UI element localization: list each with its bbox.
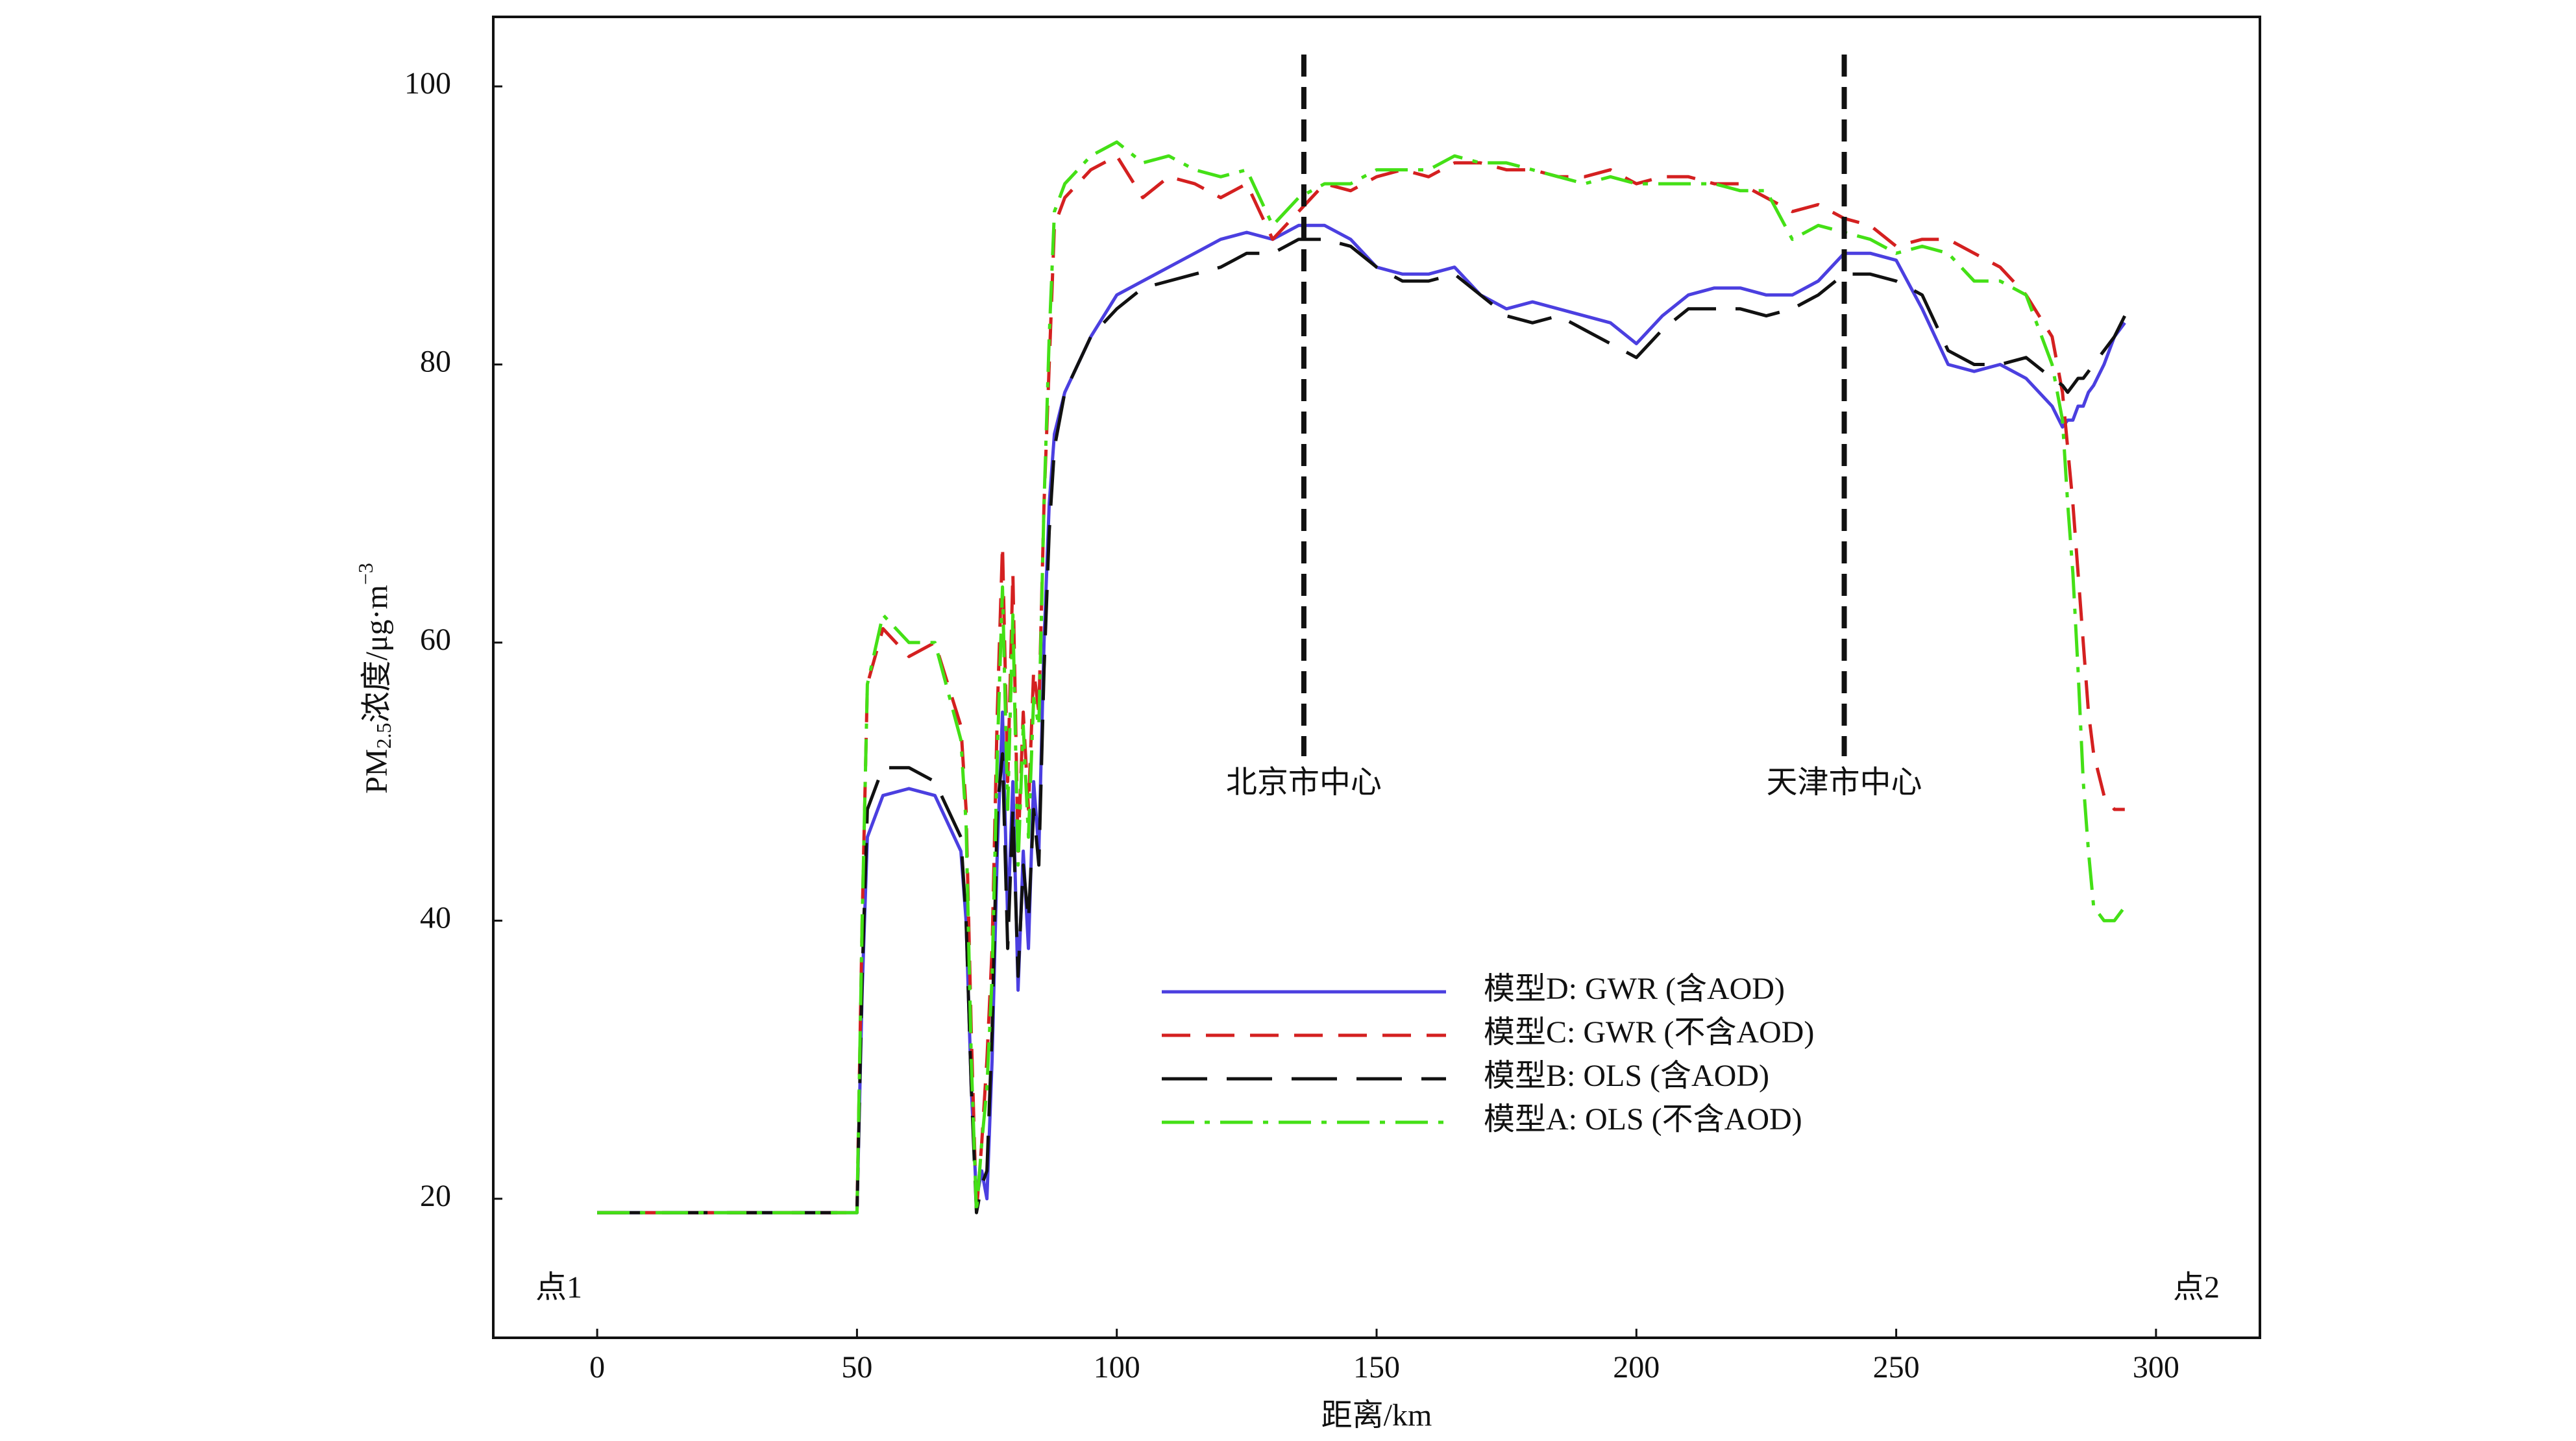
x-tick-label: 0 — [589, 1350, 605, 1385]
x-tick-label: 50 — [841, 1350, 872, 1385]
x-tick-label: 100 — [1094, 1350, 1140, 1385]
y-label-sup: −3 — [354, 563, 377, 585]
series-line — [597, 238, 2127, 1214]
x-tick-label: 250 — [1873, 1350, 1920, 1385]
y-label-part: 浓度/μg·m — [360, 585, 394, 722]
x-axis-label: 距离/km — [1321, 1398, 1432, 1433]
x-tick-label: 300 — [2133, 1350, 2179, 1385]
y-tick-label: 80 — [420, 345, 451, 379]
y-label-sub: 2.5 — [372, 723, 395, 749]
x-tick-label: 150 — [1353, 1350, 1400, 1385]
legend-label: 模型D: GWR (含AOD) — [1484, 972, 1785, 1006]
legend-label: 模型B: OLS (含AOD) — [1484, 1059, 1769, 1093]
y-axis-label: PM2.5浓度/μg·m−3 — [354, 563, 395, 794]
end-label: 点2 — [2173, 1270, 2220, 1305]
annotation-label: 天津市中心 — [1767, 765, 1922, 800]
y-label-part: PM — [360, 749, 394, 794]
series-line — [597, 140, 2126, 1214]
annotation-label: 北京市中心 — [1226, 765, 1382, 800]
y-tick-label: 40 — [420, 900, 451, 935]
y-tick-label: 20 — [420, 1179, 451, 1213]
legend-label: 模型C: GWR (不含AOD) — [1484, 1015, 1814, 1050]
legend-label: 模型A: OLS (不含AOD) — [1484, 1102, 1802, 1137]
start-label: 点1 — [535, 1270, 582, 1305]
y-tick-label: 60 — [420, 622, 451, 657]
x-tick-label: 200 — [1613, 1350, 1660, 1385]
y-tick-label: 100 — [404, 66, 451, 101]
plot-frame — [492, 16, 2261, 1339]
